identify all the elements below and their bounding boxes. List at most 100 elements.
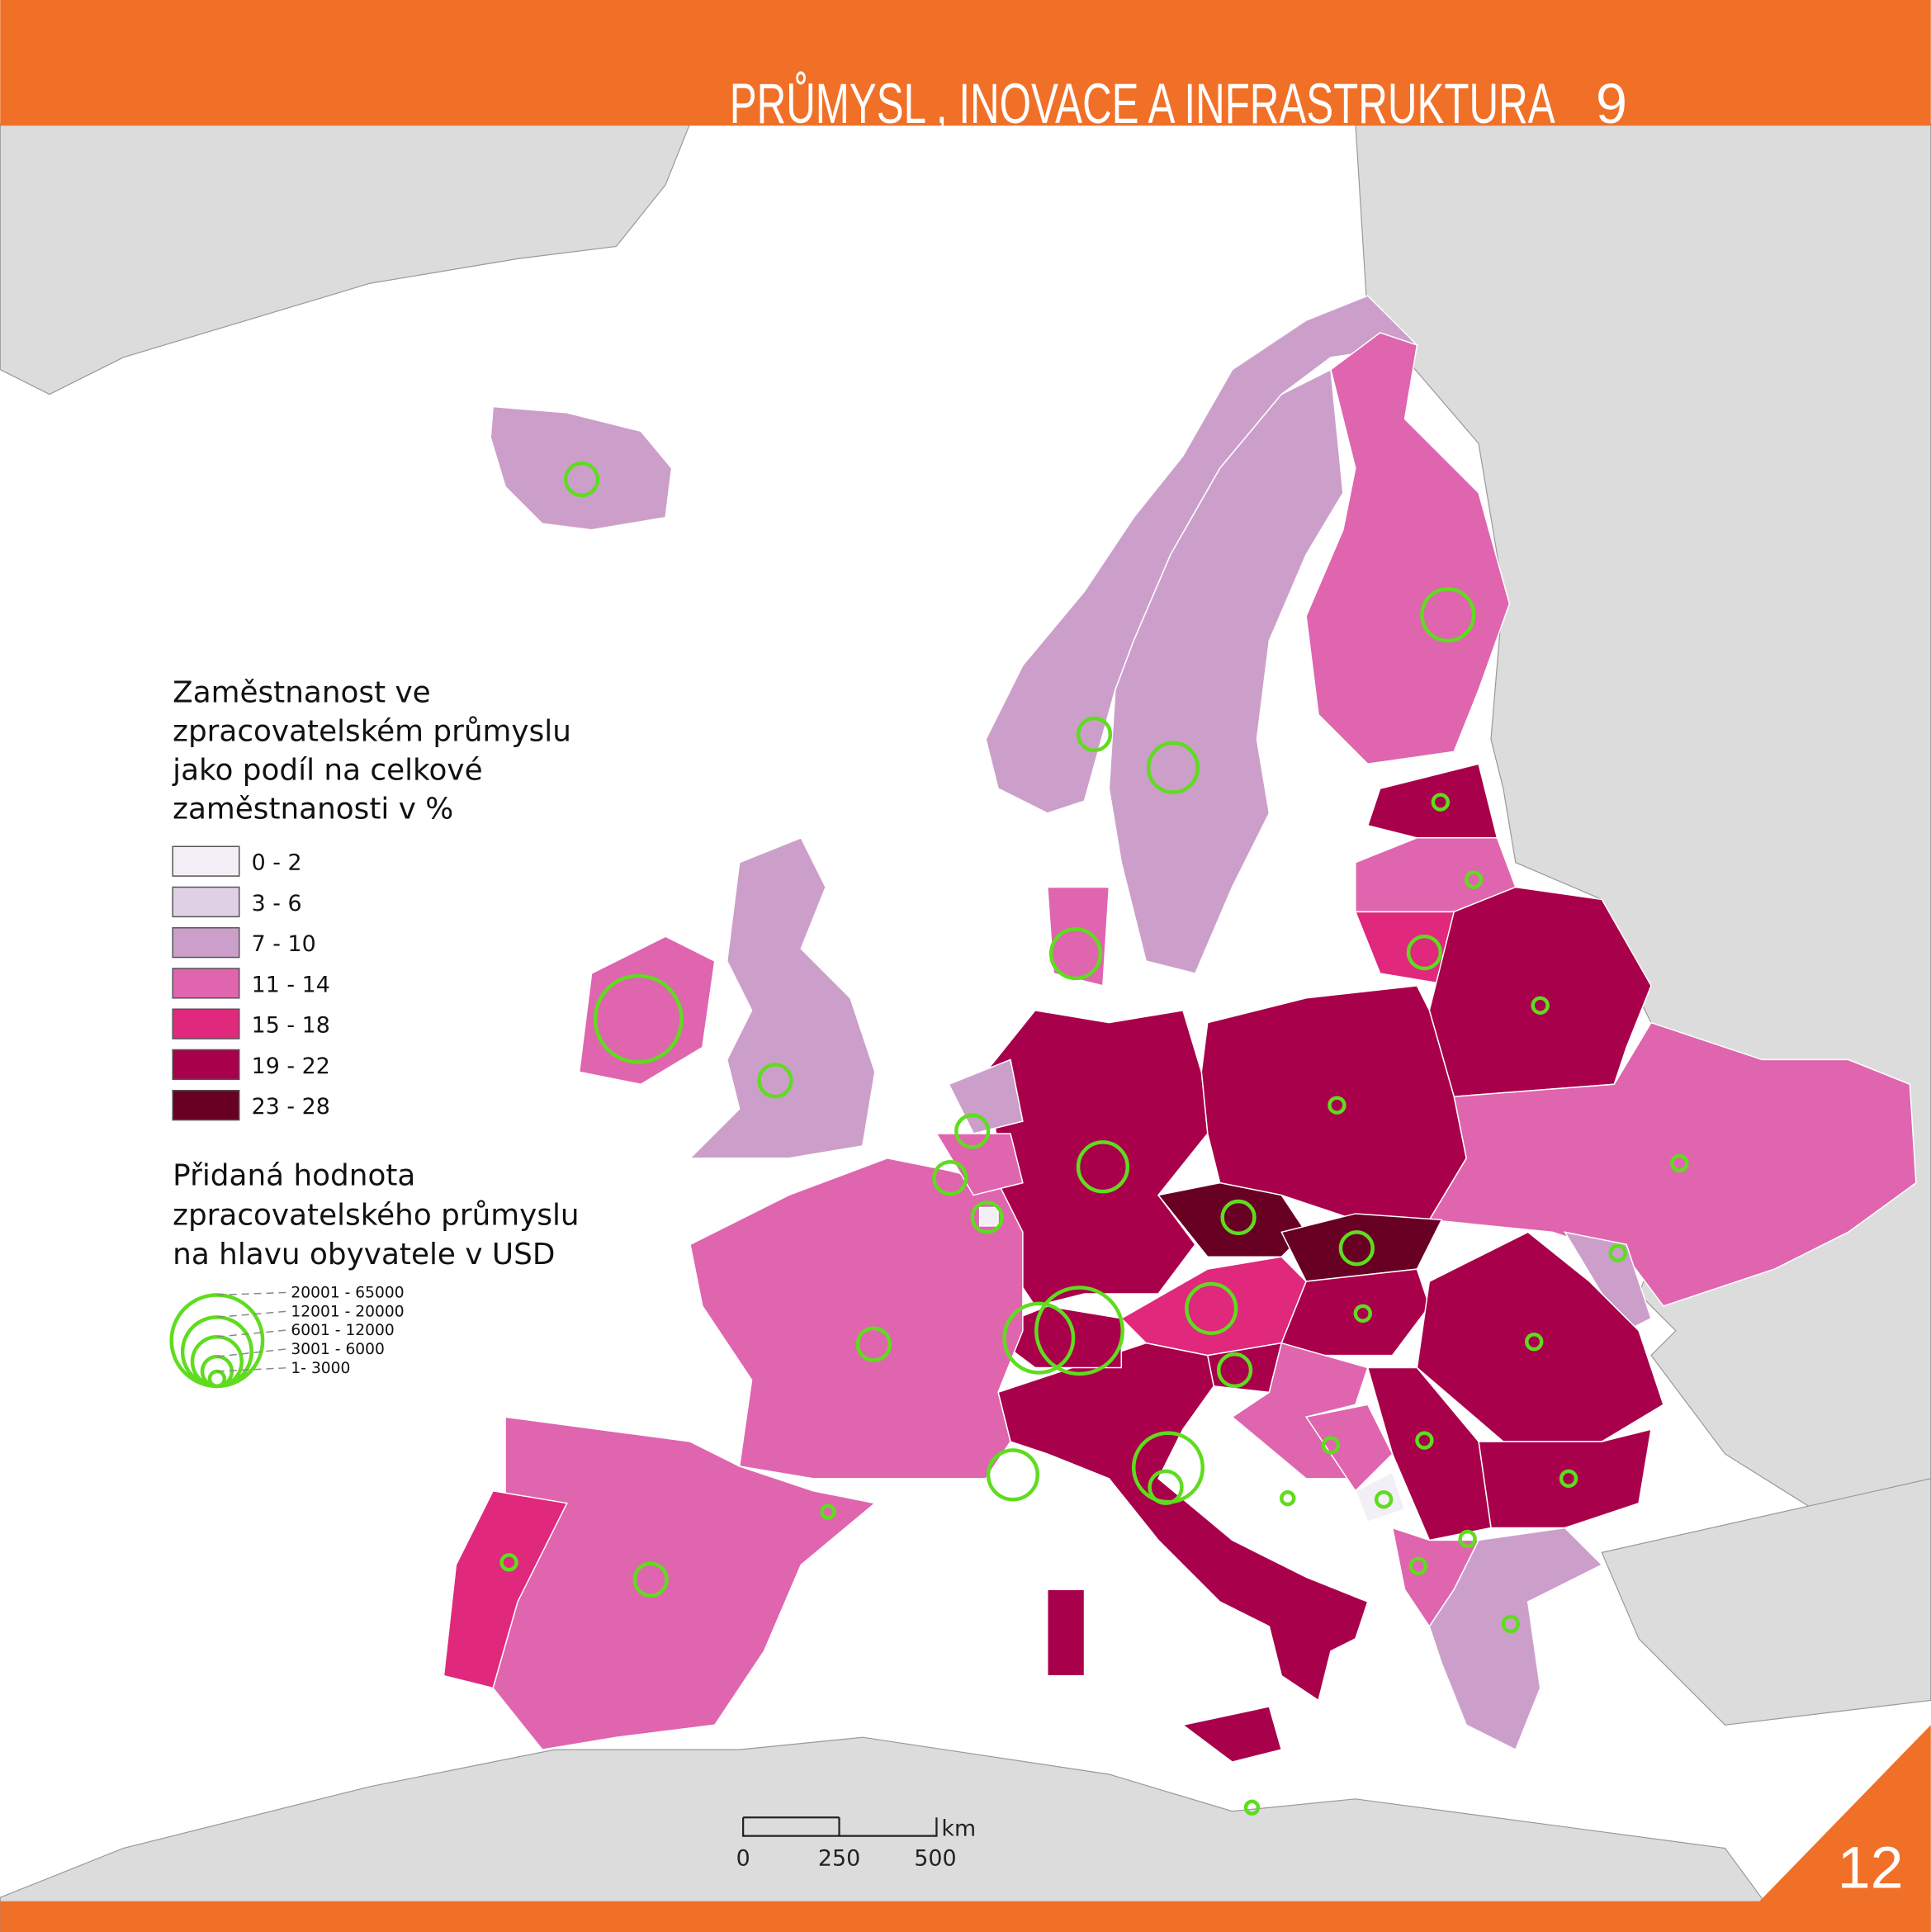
legend-label: 15 - 18 — [252, 1013, 330, 1039]
legend-title: Přidaná hodnota — [173, 1159, 415, 1193]
value-circle — [1458, 1529, 1477, 1549]
country — [985, 295, 1419, 814]
value-circle — [632, 1561, 669, 1598]
country — [443, 1489, 568, 1689]
header-bar — [0, 0, 1931, 126]
value-circle — [954, 1113, 991, 1149]
value-circle — [1501, 1614, 1521, 1634]
goal-number: 9 — [1596, 72, 1627, 135]
value-circle — [1280, 1489, 1296, 1507]
value-circle — [757, 1063, 793, 1099]
scale-unit: km — [941, 1816, 976, 1842]
legend-swatch — [172, 1089, 240, 1121]
scale-bar — [742, 1816, 938, 1837]
value-circle — [1146, 741, 1200, 794]
value-circle — [1328, 1096, 1346, 1115]
value-circle — [593, 973, 684, 1064]
country — [935, 1133, 1024, 1196]
country — [1280, 1213, 1443, 1282]
value-circle — [1076, 1140, 1129, 1194]
legend-title: Zaměstnanost ve — [173, 676, 431, 710]
countries — [443, 295, 1917, 1763]
legend-swatch — [172, 968, 240, 999]
value-circle — [1464, 870, 1484, 889]
legend-label: 0 - 2 — [252, 850, 302, 876]
country — [1108, 368, 1344, 974]
value-circle — [1415, 1431, 1434, 1450]
value-circle — [1321, 1436, 1341, 1455]
value-circle — [1608, 1243, 1627, 1262]
value-circle — [1048, 926, 1103, 981]
legend-title: jako podíl na celkové — [172, 754, 482, 788]
value-circle — [1220, 1199, 1257, 1236]
value-circle — [986, 1448, 1040, 1502]
country — [1304, 1404, 1394, 1492]
legend-title: zpracovatelského průmyslu — [173, 1198, 579, 1232]
country — [978, 1206, 999, 1227]
value-added-circles — [499, 461, 1689, 1816]
value-circle — [1374, 1489, 1394, 1509]
value-circle — [1431, 793, 1450, 812]
page-number: 12 — [1838, 1835, 1904, 1901]
size-label: 1- 3000 — [291, 1360, 350, 1377]
value-circle — [1525, 1332, 1544, 1352]
value-circle — [932, 1160, 968, 1196]
scale-label: 0 — [736, 1845, 750, 1871]
size-label: 3001 - 6000 — [291, 1341, 384, 1358]
value-circle — [1243, 1799, 1261, 1816]
value-circle — [563, 461, 600, 498]
country — [689, 836, 876, 1159]
country — [578, 935, 716, 1086]
value-circle — [1338, 1230, 1375, 1267]
legend-swatch — [172, 845, 240, 877]
country — [997, 1342, 1369, 1702]
legend-label: 7 - 10 — [252, 931, 316, 957]
value-circle — [1559, 1469, 1578, 1489]
scale-labels: 0 250 500 km — [736, 1816, 977, 1872]
value-circle — [1216, 1352, 1253, 1389]
value-circle — [1531, 996, 1550, 1015]
country — [1305, 332, 1511, 765]
value-circle — [1148, 1469, 1184, 1505]
scale-label: 500 — [914, 1845, 956, 1871]
value-circle — [1408, 1556, 1428, 1575]
legend: Zaměstnanost ve zpracovatelském průmyslu j… — [169, 676, 580, 1389]
value-circle — [1002, 1301, 1076, 1375]
scale-label: 250 — [818, 1845, 860, 1871]
header-title: PRŮMYSL , INOVACE A INFRASTRUKTURA — [730, 71, 1555, 135]
value-circle — [1353, 1304, 1372, 1324]
value-circle — [1185, 1281, 1238, 1335]
value-circle — [820, 1503, 836, 1520]
legend-label: 3 - 6 — [252, 891, 302, 916]
legend-label: 11 - 14 — [252, 972, 330, 997]
country — [1564, 1231, 1652, 1332]
legend-swatch — [172, 1008, 240, 1039]
value-circle — [499, 1553, 518, 1572]
value-circle — [1420, 587, 1476, 643]
legend-swatch — [172, 926, 240, 959]
size-label: 12001 - 20000 — [291, 1303, 404, 1320]
size-label: 20001 - 65000 — [291, 1284, 404, 1301]
value-circle — [970, 1200, 1004, 1234]
legend-swatch — [172, 1049, 240, 1081]
legend-title: na hlavu obyvatele v USD — [173, 1238, 555, 1271]
corner — [1759, 1725, 1931, 1932]
value-circle — [1034, 1286, 1125, 1376]
legend-label: 19 - 22 — [252, 1054, 330, 1079]
country — [1181, 1706, 1283, 1763]
country — [1428, 1527, 1603, 1751]
country — [1046, 1589, 1086, 1677]
value-circle — [855, 1326, 892, 1362]
country — [1200, 985, 1467, 1221]
country — [490, 405, 673, 531]
legend-title: zpracovatelském průmyslu — [173, 715, 571, 749]
legend-title: zaměstnanosti v % — [173, 793, 453, 826]
footer-bar — [0, 1901, 1931, 1932]
value-circle — [1076, 716, 1113, 753]
value-circle — [1670, 1153, 1689, 1172]
country — [1354, 1471, 1406, 1522]
size-label: 6001 - 12000 — [291, 1322, 394, 1339]
legend-label: 23 - 28 — [252, 1094, 330, 1120]
value-circle — [1406, 934, 1443, 971]
